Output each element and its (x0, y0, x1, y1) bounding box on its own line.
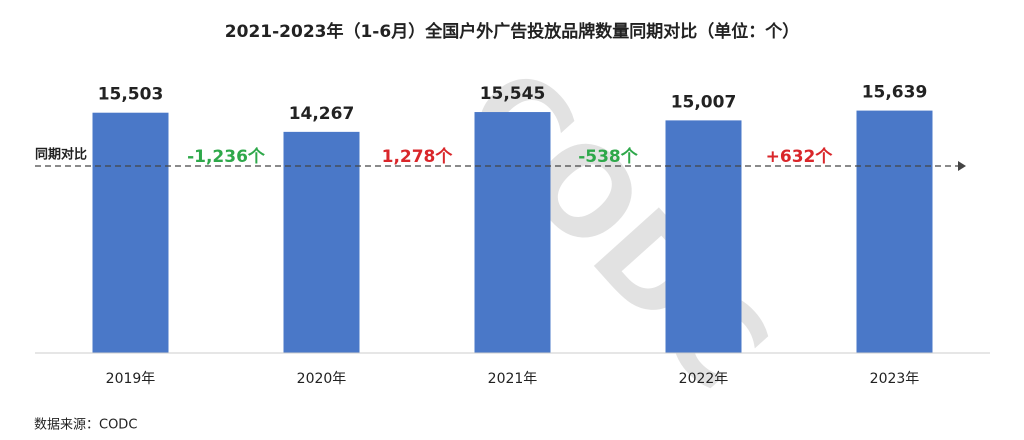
bar (92, 112, 169, 354)
bar (856, 110, 933, 354)
x-tick-label: 2021年 (488, 371, 538, 387)
value-label: 15,545 (480, 84, 546, 104)
x-tick-label: 2022年 (679, 371, 729, 387)
difference-label: 1,278个 (382, 146, 454, 167)
x-tick-label: 2019年 (106, 371, 156, 387)
chart-title: 2021-2023年（1-6月）全国户外广告投放品牌数量同期对比（单位：个） (225, 21, 799, 42)
difference-label: -538个 (578, 146, 639, 167)
value-label: 14,267 (289, 104, 355, 124)
value-label: 15,639 (862, 83, 928, 103)
reference-arrow (958, 161, 966, 171)
source-note: 数据来源：CODC (34, 418, 137, 433)
bar (283, 131, 360, 353)
value-label: 15,503 (98, 85, 164, 105)
x-tick-label: 2020年 (297, 371, 347, 387)
bar (474, 112, 551, 354)
bar (665, 120, 742, 353)
difference-label: -1,236个 (187, 146, 266, 167)
reference-label: 同期对比 (35, 147, 87, 163)
value-label: 15,007 (671, 92, 737, 112)
difference-label: +632个 (766, 146, 834, 167)
x-tick-label: 2023年 (870, 371, 920, 387)
